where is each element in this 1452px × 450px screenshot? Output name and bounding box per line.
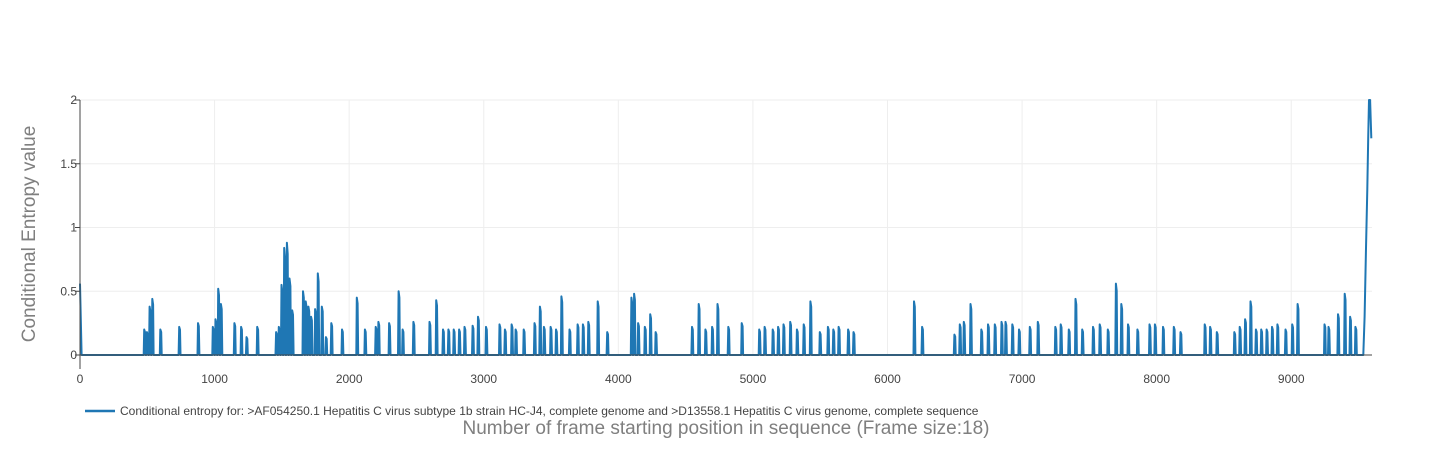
y-tick-label: 0.5 bbox=[60, 284, 77, 298]
y-tick-label: 2 bbox=[70, 93, 77, 107]
x-tick-label: 2000 bbox=[336, 372, 363, 386]
series-layer bbox=[79, 99, 1373, 356]
grid-lines bbox=[80, 99, 1372, 355]
x-axis-tick-labels: 0 1000 2000 3000 4000 5000 6000 7000 8000 9000 bbox=[77, 372, 1305, 386]
y-axis-title: Conditional Entropy value bbox=[19, 126, 40, 343]
x-tick-label: 6000 bbox=[874, 372, 901, 386]
legend: Conditional entropy for: >AF054250.1 Hep… bbox=[85, 404, 979, 418]
axes bbox=[75, 99, 1372, 369]
y-axis-tick-labels: 0 0.5 1 1.5 2 bbox=[60, 93, 77, 362]
y-tick-label: 1.5 bbox=[60, 157, 77, 171]
y-tick-label: 1 bbox=[70, 221, 77, 235]
legend-series-label: Conditional entropy for: >AF054250.1 Hep… bbox=[120, 404, 979, 418]
x-tick-label: 4000 bbox=[605, 372, 632, 386]
x-tick-label: 7000 bbox=[1009, 372, 1036, 386]
x-axis-title: Number of frame starting position in seq… bbox=[463, 418, 990, 439]
y-tick-label: 0 bbox=[70, 348, 77, 362]
x-tick-label: 3000 bbox=[470, 372, 497, 386]
series-line bbox=[79, 99, 1373, 356]
x-tick-label: 1000 bbox=[201, 372, 228, 386]
x-tick-label: 9000 bbox=[1278, 372, 1305, 386]
x-tick-label: 5000 bbox=[740, 372, 767, 386]
x-tick-label: 8000 bbox=[1143, 372, 1170, 386]
x-tick-label: 0 bbox=[77, 372, 84, 386]
